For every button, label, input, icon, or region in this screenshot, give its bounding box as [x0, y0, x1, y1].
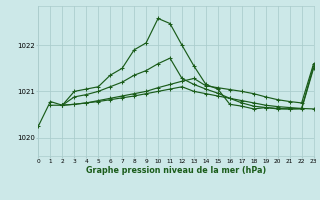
X-axis label: Graphe pression niveau de la mer (hPa): Graphe pression niveau de la mer (hPa)	[86, 166, 266, 175]
